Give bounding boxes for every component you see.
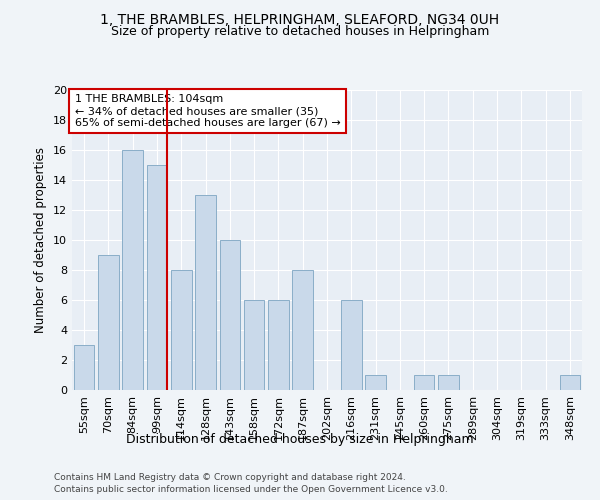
Bar xyxy=(98,255,119,390)
Bar xyxy=(292,270,313,390)
Bar xyxy=(220,240,240,390)
Bar xyxy=(195,195,216,390)
Y-axis label: Number of detached properties: Number of detached properties xyxy=(34,147,47,333)
Bar xyxy=(74,345,94,390)
Bar xyxy=(122,150,143,390)
Bar xyxy=(268,300,289,390)
Bar xyxy=(365,375,386,390)
Text: 1, THE BRAMBLES, HELPRINGHAM, SLEAFORD, NG34 0UH: 1, THE BRAMBLES, HELPRINGHAM, SLEAFORD, … xyxy=(100,12,500,26)
Text: Contains public sector information licensed under the Open Government Licence v3: Contains public sector information licen… xyxy=(54,485,448,494)
Text: Contains HM Land Registry data © Crown copyright and database right 2024.: Contains HM Land Registry data © Crown c… xyxy=(54,472,406,482)
Bar xyxy=(171,270,191,390)
Text: Distribution of detached houses by size in Helpringham: Distribution of detached houses by size … xyxy=(126,432,474,446)
Bar xyxy=(414,375,434,390)
Text: 1 THE BRAMBLES: 104sqm
← 34% of detached houses are smaller (35)
65% of semi-det: 1 THE BRAMBLES: 104sqm ← 34% of detached… xyxy=(74,94,340,128)
Bar xyxy=(146,165,167,390)
Bar xyxy=(341,300,362,390)
Bar xyxy=(438,375,459,390)
Bar xyxy=(244,300,265,390)
Bar xyxy=(560,375,580,390)
Text: Size of property relative to detached houses in Helpringham: Size of property relative to detached ho… xyxy=(111,25,489,38)
